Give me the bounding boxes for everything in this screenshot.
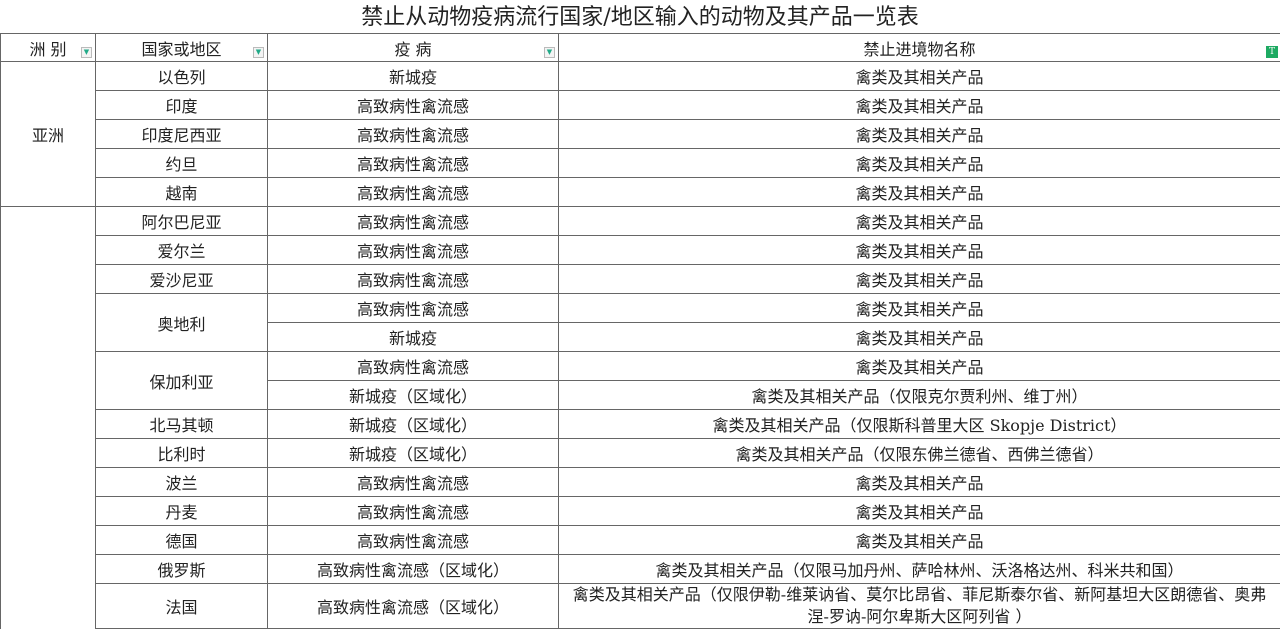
header-label: 洲 别	[29, 39, 67, 59]
table-row: 爱尔兰 高致病性禽流感 禽类及其相关产品	[1, 235, 1280, 265]
disease-cell: 高致病性禽流感	[267, 525, 559, 555]
table-row: 阿尔巴尼亚 高致病性禽流感 禽类及其相关产品	[0, 206, 1280, 629]
country-cell: 以色列	[95, 61, 268, 91]
header-continent: 洲 别 ▼	[0, 33, 96, 62]
disease-cell: 高致病性禽流感	[267, 148, 559, 178]
disease-cell: 高致病性禽流感	[267, 496, 559, 526]
disease-cell: 新城疫（区域化）	[267, 409, 559, 439]
banned-items-cell: 禽类及其相关产品	[558, 206, 1280, 236]
disease-cell: 高致病性禽流感（区域化）	[267, 583, 559, 629]
country-cell: 波兰	[95, 467, 268, 497]
country-cell: 丹麦	[95, 496, 268, 526]
country-cell: 阿尔巴尼亚	[95, 206, 268, 236]
banned-items-cell: 禽类及其相关产品（仅限伊勒-维莱讷省、莫尔比昂省、菲尼斯泰尔省、新阿基坦大区朗德…	[558, 583, 1280, 629]
country-cell: 比利时	[95, 438, 268, 468]
header-label: 疫 病	[394, 39, 432, 59]
banned-items-cell: 禽类及其相关产品	[558, 467, 1280, 497]
banned-items-cell: 禽类及其相关产品	[558, 264, 1280, 294]
table-row: 法国 高致病性禽流感（区域化） 禽类及其相关产品（仅限伊勒-维莱讷省、莫尔比昂省、菲…	[1, 583, 1280, 629]
table-row: 印度尼西亚 高致病性禽流感 禽类及其相关产品	[1, 119, 1280, 149]
country-cell: 法国	[95, 583, 268, 629]
header-label: 禁止进境物名称	[863, 39, 976, 59]
banned-items-cell: 禽类及其相关产品	[558, 90, 1280, 120]
table-row: 北马其顿 新城疫（区域化） 禽类及其相关产品（仅限斯科普里大区 Skopje Dis…	[1, 409, 1280, 439]
disease-cell: 新城疫	[267, 322, 559, 352]
header-banned-items: 禁止进境物名称 T	[558, 33, 1280, 62]
banned-items-cell: 禽类及其相关产品（仅限斯科普里大区 Skopje District）	[558, 409, 1280, 439]
banned-items-cell: 禽类及其相关产品	[558, 148, 1280, 178]
table-row: 保加利亚 高致病性禽流感 禽类及其相关产品	[1, 351, 1280, 410]
banned-items-cell: 禽类及其相关产品	[558, 322, 1280, 352]
table-row: 波兰 高致病性禽流感 禽类及其相关产品	[1, 467, 1280, 497]
banned-items-cell: 禽类及其相关产品（仅限马加丹州、萨哈林州、沃洛格达州、科米共和国）	[558, 554, 1280, 584]
sheet-title: 禁止从动物疫病流行国家/地区输入的动物及其产品一览表	[361, 5, 919, 30]
table-row: 越南 高致病性禽流感 禽类及其相关产品	[1, 177, 1280, 207]
table-row: 印度 高致病性禽流感 禽类及其相关产品	[1, 90, 1280, 120]
disease-cell: 新城疫（区域化）	[267, 380, 559, 410]
country-cell: 爱沙尼亚	[95, 264, 268, 294]
country-cell: 爱尔兰	[95, 235, 268, 265]
country-cell: 约旦	[95, 148, 268, 178]
table-row: 约旦 高致病性禽流感 禽类及其相关产品	[1, 148, 1280, 178]
country-cell: 北马其顿	[95, 409, 268, 439]
table-row: 德国 高致病性禽流感 禽类及其相关产品	[1, 525, 1280, 555]
header-label: 国家或地区	[141, 39, 222, 59]
table-row: 比利时 新城疫（区域化） 禽类及其相关产品（仅限东佛兰德省、西佛兰德省）	[1, 438, 1280, 468]
banned-items-cell: 禽类及其相关产品	[558, 177, 1280, 207]
header-country: 国家或地区 ▼	[95, 33, 268, 62]
filter-dropdown-icon[interactable]: ▼	[81, 47, 92, 58]
disease-cell: 新城疫（区域化）	[267, 438, 559, 468]
disease-cell: 新城疫	[267, 61, 559, 91]
disease-cell: 高致病性禽流感	[267, 177, 559, 207]
country-cell: 印度	[95, 90, 268, 120]
table-row: 亚洲 以色列 新城疫 禽类及其相关产品	[0, 61, 1280, 207]
header-disease: 疫 病 ▼	[267, 33, 559, 62]
banned-items-cell: 禽类及其相关产品	[558, 351, 1280, 381]
banned-items-cell: 禽类及其相关产品（仅限克尔贾利州、维丁州）	[558, 380, 1280, 410]
table-row: 新城疫（区域化） 禽类及其相关产品（仅限克尔贾利州、维丁州）	[1, 380, 1280, 410]
disease-cell: 高致病性禽流感（区域化）	[267, 554, 559, 584]
banned-items-cell: 禽类及其相关产品	[558, 119, 1280, 149]
country-cell: 德国	[95, 525, 268, 555]
country-cell: 保加利亚	[95, 351, 268, 410]
banned-items-cell: 禽类及其相关产品	[558, 496, 1280, 526]
table-row: 奥地利 高致病性禽流感 禽类及其相关产品	[1, 293, 1280, 352]
disease-cell: 高致病性禽流感	[267, 206, 559, 236]
header-row: 洲 别 ▼ 国家或地区 ▼ 疫 病 ▼ 禁止进境物名称 T	[0, 33, 1280, 62]
banned-items-cell: 禽类及其相关产品	[558, 235, 1280, 265]
continent-cell: 亚洲	[0, 61, 96, 207]
disease-cell: 高致病性禽流感	[267, 351, 559, 381]
filter-dropdown-icon[interactable]: ▼	[253, 47, 264, 58]
table-row: 俄罗斯 高致病性禽流感（区域化） 禽类及其相关产品（仅限马加丹州、萨哈林州、沃洛格达…	[1, 554, 1280, 584]
disease-cell: 高致病性禽流感	[267, 90, 559, 120]
disease-cell: 高致病性禽流感	[267, 264, 559, 294]
disease-cell: 高致病性禽流感	[267, 235, 559, 265]
table-row: 新城疫 禽类及其相关产品	[1, 322, 1280, 352]
disease-cell: 高致病性禽流感	[267, 293, 559, 323]
country-cell: 印度尼西亚	[95, 119, 268, 149]
ban-table: 洲 别 ▼ 国家或地区 ▼ 疫 病 ▼ 禁止进境物名称 T 亚洲 以色列 新城疫 禽类及其相关…	[0, 33, 1280, 629]
country-cell: 越南	[95, 177, 268, 207]
table-row: 爱沙尼亚 高致病性禽流感 禽类及其相关产品	[1, 264, 1280, 294]
filter-dropdown-icon[interactable]: ▼	[544, 47, 555, 58]
country-cell: 俄罗斯	[95, 554, 268, 584]
banned-items-cell: 禽类及其相关产品	[558, 293, 1280, 323]
banned-items-cell: 禽类及其相关产品（仅限东佛兰德省、西佛兰德省）	[558, 438, 1280, 468]
banned-items-cell: 禽类及其相关产品	[558, 61, 1280, 91]
disease-cell: 高致病性禽流感	[267, 467, 559, 497]
continent-cell	[0, 206, 96, 629]
country-cell: 奥地利	[95, 293, 268, 352]
disease-cell: 高致病性禽流感	[267, 119, 559, 149]
active-filter-icon[interactable]: T	[1266, 46, 1278, 58]
table-row: 丹麦 高致病性禽流感 禽类及其相关产品	[1, 496, 1280, 526]
banned-items-cell: 禽类及其相关产品	[558, 525, 1280, 555]
